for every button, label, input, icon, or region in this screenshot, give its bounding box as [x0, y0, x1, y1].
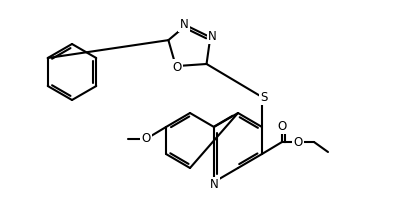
Text: O: O	[141, 132, 150, 145]
Text: O: O	[277, 119, 287, 132]
Text: O: O	[293, 136, 302, 149]
Text: O: O	[172, 61, 181, 74]
Text: N: N	[210, 179, 219, 192]
Text: N: N	[179, 18, 188, 31]
Text: S: S	[260, 90, 268, 103]
Text: N: N	[208, 30, 217, 43]
